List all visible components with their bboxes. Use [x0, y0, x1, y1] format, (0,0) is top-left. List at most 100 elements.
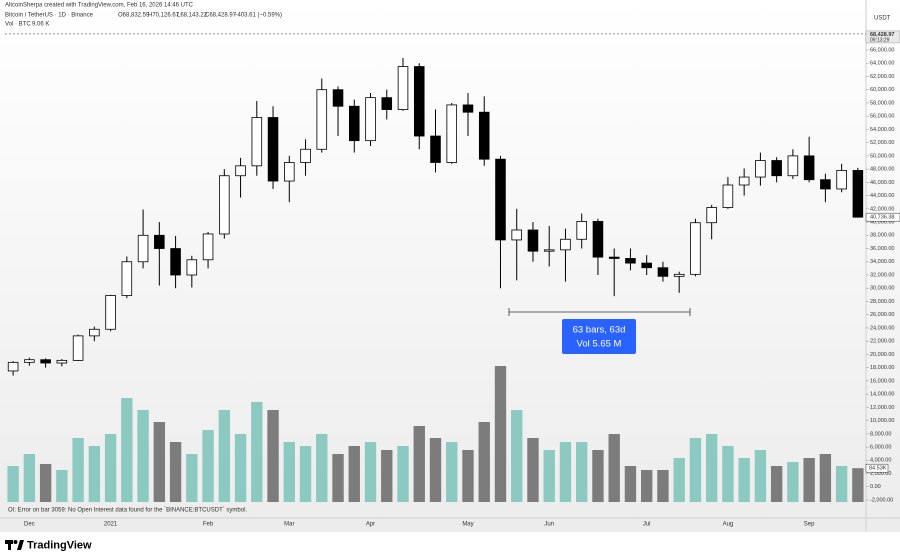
watermark: AltcoinSherpa created with TradingView.c…	[5, 3, 194, 9]
y-tick-label: 10,000.00	[870, 418, 894, 424]
candle-body	[511, 229, 523, 241]
candle-body	[300, 148, 311, 163]
legend-high: H70,126.67	[148, 13, 180, 19]
y-tick-label: 62,000.00	[870, 74, 894, 80]
x-tick-label: Mar	[284, 522, 294, 528]
volume-bar	[852, 468, 864, 502]
volume-bar	[754, 450, 767, 502]
volume-bar	[121, 398, 133, 502]
volume-tag-label: 84.53K	[869, 466, 887, 472]
last-price-tag	[865, 30, 900, 44]
legend-open: O68,832.59	[118, 13, 150, 19]
y-tick-label: 38,000.00	[870, 233, 894, 239]
legend-close: C68,428.97	[205, 13, 237, 19]
volume-bar	[559, 442, 572, 502]
volume-bar	[527, 438, 539, 502]
y-tick-label: 22,000.00	[870, 339, 894, 345]
volume-bar	[283, 442, 295, 502]
y-tick-label: 42,000.00	[870, 206, 894, 212]
candle-body	[576, 220, 587, 240]
volume-bar	[478, 422, 490, 502]
volume-bar	[446, 442, 458, 502]
logo-slash	[17, 540, 24, 550]
measure-volume: Vol 5.65 M	[577, 339, 622, 350]
candle-body	[495, 158, 506, 241]
y-tick-label: 4,000.00	[870, 458, 891, 464]
candle-body	[154, 234, 165, 249]
status-message: OI: Error on bar 3059: No Open Interest …	[8, 508, 247, 514]
volume-bar	[72, 438, 84, 502]
candle-body	[89, 328, 100, 337]
y-tick-label: 56,000.00	[870, 114, 894, 120]
currency: USDT	[874, 16, 891, 22]
volume-bar	[348, 446, 360, 502]
candle-body	[332, 89, 344, 107]
candle-body	[722, 184, 734, 208]
candle-body	[348, 105, 360, 142]
price-axis: 66,000.00 64,000.00 62,000.00 60,000.00 58,0…	[866, 47, 894, 503]
candle-body	[40, 359, 51, 364]
volume-bar	[202, 430, 214, 502]
measure-bars: 63 bars, 63d	[573, 325, 626, 336]
candle-body	[738, 176, 750, 186]
volume-bar	[641, 470, 653, 502]
logo-stem	[8, 540, 11, 550]
volume-bar	[624, 466, 637, 502]
y-tick-label: 44,000.00	[870, 193, 894, 199]
volume-bar	[673, 458, 685, 502]
volume-bar	[381, 450, 393, 502]
y-tick-label: 2,000.00	[870, 471, 891, 477]
candle-body	[608, 256, 620, 259]
volume-bar	[705, 434, 718, 502]
y-tick-label: -2,000.00	[870, 497, 893, 503]
x-tick-label: Jun	[544, 522, 554, 528]
last-price-label: 68,428.97	[870, 32, 894, 38]
measure-box	[562, 319, 636, 354]
volume-bar	[364, 442, 377, 502]
candle-body	[202, 233, 214, 261]
x-tick-label: Jul	[643, 522, 651, 528]
y-tick-label: 58,000.00	[870, 100, 894, 106]
volume-bar	[397, 446, 409, 502]
candle-body	[397, 66, 409, 110]
candle-body	[641, 262, 652, 269]
volume-bar	[137, 410, 149, 502]
measure-tool: 63 bars, 63d Vol 5.65 M	[508, 308, 691, 354]
candle-body	[284, 162, 295, 182]
volume-bar	[104, 434, 117, 502]
volume-bar	[218, 410, 230, 502]
candle-body	[592, 220, 604, 258]
x-tick-label: Aug	[723, 522, 734, 528]
volume-bar	[494, 366, 507, 502]
candle-body	[413, 66, 425, 137]
volume-bar	[299, 446, 312, 502]
volume-legend: Vol · BTC	[5, 22, 31, 28]
x-tick-label: 2021	[104, 522, 118, 528]
y-tick-label: 48,000.00	[870, 167, 894, 173]
volume-bar	[88, 446, 101, 502]
volume-bar	[316, 434, 328, 502]
volume-bar	[592, 450, 604, 502]
y-tick-label: 54,000.00	[870, 127, 894, 133]
candle-body	[316, 89, 328, 150]
volume-bar	[835, 466, 848, 502]
volume-bar	[803, 458, 815, 502]
candle-body	[7, 361, 19, 372]
volume-bar	[576, 442, 588, 502]
y-tick-label: 28,000.00	[870, 299, 894, 305]
candle-body	[755, 160, 766, 178]
y-tick-label: 14,000.00	[870, 392, 894, 398]
x-tick-label: Dec	[24, 522, 35, 528]
candle-body	[852, 170, 864, 218]
y-tick-label: 66,000.00	[870, 47, 894, 53]
brand-logo: TradingView	[5, 539, 92, 551]
candle-body	[137, 234, 149, 263]
volume-bar	[543, 450, 555, 502]
candle-body	[787, 155, 799, 177]
volume-bar	[608, 434, 620, 502]
candle-body	[560, 238, 571, 251]
y-tick-label: 0.00	[870, 484, 881, 490]
y-tick-label: 6,000.00	[870, 445, 891, 451]
candle-body	[462, 104, 474, 113]
y-tick-label: 52,000.00	[870, 140, 894, 146]
